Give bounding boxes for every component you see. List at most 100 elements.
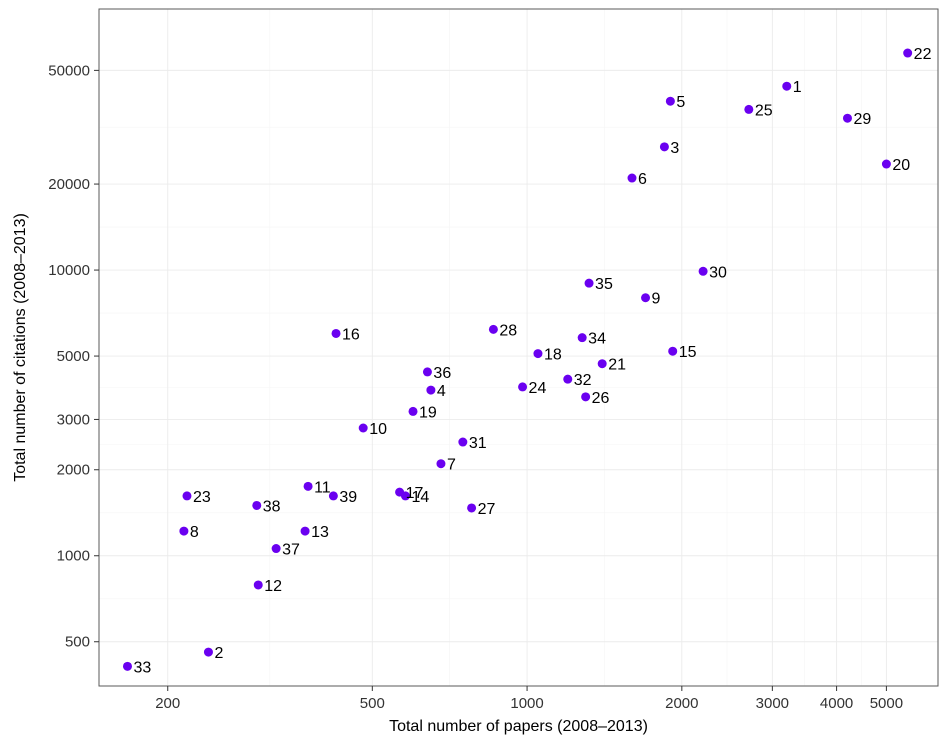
data-point	[488, 324, 498, 334]
data-point	[665, 96, 675, 106]
major-gridlines	[99, 9, 938, 686]
data-points: 1234567891011121314151617181920212223242…	[122, 46, 932, 676]
data-point-label: 12	[264, 578, 282, 595]
data-point-label: 7	[447, 457, 456, 474]
data-point-label: 19	[419, 404, 437, 421]
y-axis-title: Total number of citations (2008–2013)	[12, 213, 29, 482]
x-tick-label: 500	[360, 695, 385, 712]
data-point	[408, 406, 418, 416]
y-tick-label: 50000	[48, 62, 90, 79]
x-tick-label: 5000	[870, 695, 903, 712]
data-point	[331, 328, 341, 338]
data-point	[252, 500, 262, 510]
data-point-label: 2	[214, 645, 223, 662]
data-point	[597, 359, 607, 369]
data-point-label: 4	[437, 383, 446, 400]
data-point	[253, 580, 263, 590]
data-point	[698, 266, 708, 276]
y-tick-label: 2000	[57, 462, 90, 479]
axis-ticks: 200 500 1000 2000 3000 4000 5000 500 1000 2000 300…	[48, 62, 903, 712]
data-point	[577, 333, 587, 343]
data-point	[182, 491, 192, 501]
data-point-label: 29	[853, 111, 871, 128]
data-point-label: 34	[588, 331, 606, 348]
plot-panel-border	[98, 8, 939, 687]
y-tick-label: 10000	[48, 262, 90, 279]
data-point-label: 18	[544, 347, 562, 364]
data-point	[467, 503, 477, 513]
data-point-label: 11	[314, 479, 331, 496]
data-point-label: 14	[411, 489, 429, 506]
data-point	[584, 278, 594, 288]
x-tick-label: 2000	[665, 695, 698, 712]
data-point-label: 13	[311, 524, 329, 541]
data-point-label: 36	[433, 365, 451, 382]
data-point	[903, 48, 913, 58]
data-point	[744, 104, 754, 114]
data-point-label: 22	[914, 46, 932, 63]
x-tick-label: 4000	[820, 695, 853, 712]
y-tick-label: 20000	[48, 176, 90, 193]
x-tick-label: 3000	[756, 695, 789, 712]
y-tick-label: 500	[65, 634, 90, 651]
data-point	[458, 437, 468, 447]
data-point-label: 39	[339, 489, 357, 506]
data-point	[300, 526, 310, 536]
data-point-label: 1	[793, 79, 802, 96]
y-tick-label: 5000	[57, 348, 90, 365]
data-point-label: 20	[892, 157, 910, 174]
y-tick-label: 1000	[57, 548, 90, 565]
data-point-label: 8	[190, 524, 199, 541]
minor-gridlines	[99, 9, 938, 686]
x-axis-title: Total number of papers (2008–2013)	[389, 718, 648, 735]
data-point	[518, 382, 528, 392]
data-point	[627, 173, 637, 183]
data-point	[563, 374, 573, 384]
y-tick-label: 3000	[57, 411, 90, 428]
data-point-label: 6	[638, 171, 647, 188]
data-point	[328, 491, 338, 501]
data-point-label: 31	[469, 435, 487, 452]
data-point-label: 5	[676, 94, 685, 111]
data-point	[426, 385, 436, 395]
data-point	[782, 81, 792, 91]
data-point-label: 10	[369, 421, 387, 438]
data-point	[668, 346, 678, 356]
data-point	[436, 459, 446, 469]
data-point-label: 9	[652, 291, 661, 308]
data-point	[842, 113, 852, 123]
data-point	[641, 293, 651, 303]
data-point-label: 23	[193, 489, 211, 506]
data-point-label: 25	[755, 102, 773, 119]
data-point-label: 33	[133, 659, 151, 676]
data-point-label: 26	[592, 390, 610, 407]
data-point	[881, 159, 891, 169]
data-point-label: 17	[406, 485, 424, 502]
data-point-label: 21	[608, 357, 626, 374]
data-point	[179, 526, 189, 536]
data-point-label: 27	[478, 501, 496, 518]
data-point	[122, 661, 132, 671]
data-point-label: 16	[342, 326, 360, 343]
data-point	[303, 481, 313, 491]
data-point-label: 3	[670, 140, 679, 157]
x-tick-label: 200	[155, 695, 180, 712]
data-point	[533, 349, 543, 359]
data-point	[203, 647, 213, 657]
data-point-label: 30	[709, 264, 727, 281]
data-point-label: 38	[263, 498, 281, 515]
data-point	[358, 423, 368, 433]
data-point	[422, 367, 432, 377]
data-point	[271, 544, 281, 554]
data-point-label: 28	[499, 322, 517, 339]
x-tick-label: 1000	[510, 695, 543, 712]
data-point-label: 35	[595, 276, 613, 293]
data-point	[395, 487, 405, 497]
data-point	[659, 142, 669, 152]
data-point-label: 24	[529, 380, 547, 397]
data-point-label: 37	[282, 542, 300, 559]
data-point-label: 32	[574, 372, 592, 389]
data-point	[581, 392, 591, 402]
